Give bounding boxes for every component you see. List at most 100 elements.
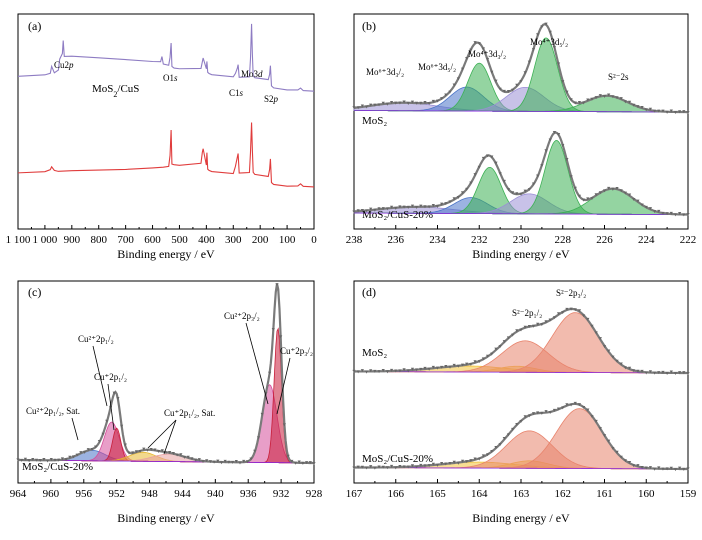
panel-b-tick-label: 222: [680, 234, 697, 246]
panel-c-marker: [134, 450, 138, 454]
panel-a-tick-label: 500: [171, 234, 188, 246]
panel-a-tick-label: 700: [117, 234, 134, 246]
panel-c-marker: [153, 448, 157, 452]
panel-d-marker: [452, 363, 456, 367]
panel-d-marker: [402, 465, 406, 469]
panel-b-marker: [565, 158, 569, 161]
panel-d-marker: [519, 419, 523, 423]
panel-b-marker: [607, 93, 611, 97]
panel-b-annotation-mo6-3d32: Mo⁶⁺3d₃/₂: [366, 67, 404, 77]
panel-b-marker: [364, 105, 369, 109]
panel-b-marker: [352, 106, 356, 110]
panel-c-marker: [157, 449, 161, 453]
panel-c-marker: [190, 457, 194, 461]
panel-c-annotation-arrows: [71, 322, 291, 455]
panel-c-marker: [138, 449, 142, 453]
panel-b-marker: [682, 110, 686, 114]
panel-d-marker: [381, 368, 385, 372]
panel-d-marker: [419, 463, 423, 467]
panel-d-marker: [552, 408, 556, 412]
panel-d-marker: [632, 369, 636, 373]
panel-d-marker: [665, 372, 669, 376]
panel-d-marker: [511, 427, 515, 431]
panel-b-marker: [431, 204, 435, 208]
panel-d-marker: [406, 465, 410, 469]
panel-b-marker: [619, 97, 623, 101]
panel-d-marker: [540, 323, 544, 327]
panel-c-marker: [60, 457, 64, 461]
panel-b-marker: [590, 197, 594, 201]
panel-d-marker: [377, 370, 381, 374]
panel-c-tick-label: 936: [240, 488, 257, 500]
panel-b: 238 236 234 232 230 228 226 224 222 (b) Mo⁶⁺3d₃/…: [346, 13, 697, 261]
panel-d-marker: [419, 367, 423, 371]
panel-b-marker: [486, 154, 490, 158]
panel-c-marker: [23, 457, 27, 461]
panel-b-marker: [607, 186, 611, 190]
panel-c-marker: [282, 423, 286, 427]
panel-b-marker: [556, 133, 561, 137]
panel-d-marker: [477, 360, 481, 364]
panel-b-marker: [602, 94, 607, 98]
panel-d-marker: [561, 406, 565, 410]
panel-d-marker: [440, 365, 444, 369]
panel-d-marker: [456, 364, 460, 368]
panel-b-marker: [473, 173, 477, 177]
panel-b-marker: [406, 205, 410, 209]
panel-c-marker: [186, 455, 190, 459]
panel-b-marker: [452, 197, 456, 201]
panel-c-marker: [71, 455, 76, 459]
panel-d-marker: [682, 467, 686, 471]
panel-c-marker: [164, 451, 168, 455]
panel-c-marker: [305, 461, 309, 465]
panel-b-marker: [644, 108, 648, 112]
panel-d-marker: [644, 371, 648, 375]
panel-c-marker: [112, 391, 116, 395]
panel-d-marker: [406, 369, 410, 373]
panel-b-marker: [435, 99, 440, 103]
panel-c-marker: [242, 459, 246, 463]
panel-d-marker: [398, 369, 402, 373]
panel-c-marker: [268, 371, 272, 375]
panel-c-annotation-cu2-2p32: Cu²⁺2p₃/₂: [224, 311, 260, 321]
panel-d-label: (d): [362, 285, 376, 299]
panel-d-marker: [669, 370, 673, 374]
panel-d-marker: [381, 465, 385, 469]
arrow-cu-2p32: [276, 357, 291, 415]
panel-c-marker: [208, 460, 212, 464]
panel-b-marker: [423, 205, 427, 209]
panel-b-marker: [531, 182, 536, 186]
panel-d-marker: [444, 462, 448, 466]
panel-d-x-axis: 167 166 165 164 163 162 161 160 159: [346, 479, 697, 500]
panel-b-marker: [356, 106, 360, 110]
panel-b-marker: [636, 105, 640, 109]
panel-d-marker: [598, 337, 602, 341]
panel-b-baseline: [353, 212, 688, 216]
panel-b-marker: [364, 209, 369, 213]
panel-b-marker: [598, 191, 602, 195]
panel-b-marker: [448, 200, 452, 204]
panel-c-marker: [149, 448, 153, 452]
panel-b-marker: [481, 156, 486, 160]
panel-d-marker: [561, 311, 565, 315]
panel-d-marker: [410, 367, 415, 371]
panel-c-marker: [301, 461, 305, 465]
panel-b-marker: [419, 101, 423, 105]
panel-d-marker: [498, 443, 502, 447]
panel-d-marker: [594, 419, 598, 423]
panel-c-marker: [38, 459, 42, 462]
panel-d-marker: [465, 362, 469, 366]
panel-b-marker: [481, 47, 486, 51]
panel-b-marker: [456, 77, 460, 81]
panel-b-marker: [502, 89, 506, 93]
panel-d-marker: [515, 329, 519, 333]
panel-d-marker: [460, 459, 465, 463]
panel-a-tick-label: 200: [252, 234, 269, 246]
panel-b-marker: [556, 62, 561, 66]
panel-b-marker: [427, 102, 431, 106]
panel-d-marker: [415, 465, 419, 469]
panel-c-marker: [201, 460, 205, 464]
panel-d-sample-mos2-cus-20: MoS₂/CuS-20%: [362, 453, 433, 465]
panel-d-tick-label: 163: [513, 488, 530, 500]
panel-d-marker: [565, 307, 569, 311]
